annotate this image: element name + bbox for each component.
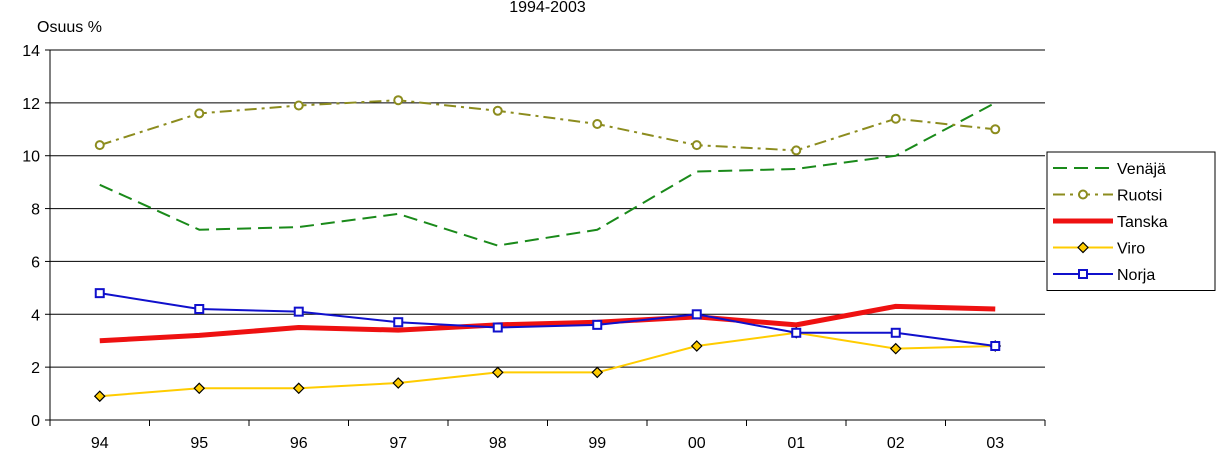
data-point-square: [990, 341, 1001, 351]
x-tick-label: 96: [290, 435, 308, 452]
data-point-circle: [1078, 189, 1088, 200]
legend-label-ruotsi: Ruotsi: [1117, 188, 1162, 205]
series-line-ruotsi: [99, 99, 996, 152]
data-point-square: [194, 304, 205, 314]
y-tick-label: 10: [22, 149, 40, 166]
data-point-square: [293, 306, 304, 317]
data-point-diamond: [93, 390, 106, 403]
y-tick-label: 14: [22, 43, 40, 60]
y-tick-label: 12: [22, 96, 40, 113]
legend: Venäjä Ruotsi Tanska Viro Norja: [1046, 151, 1216, 291]
data-point-diamond: [491, 366, 504, 379]
data-point-square: [393, 317, 404, 328]
data-point-square: [1078, 269, 1088, 279]
y-tick-label: 6: [31, 254, 40, 271]
data-point-circle: [393, 95, 404, 106]
series-line-tanska: [99, 303, 996, 344]
data-point-diamond: [591, 366, 604, 379]
y-tick-label: 0: [31, 413, 40, 430]
data-point-circle: [890, 113, 901, 124]
y-axis-label: Osuus %: [37, 19, 102, 36]
data-point-diamond: [392, 377, 405, 389]
data-point-circle: [990, 124, 1001, 135]
data-point-diamond: [193, 382, 206, 395]
data-point-circle: [293, 100, 304, 111]
y-tick-label: 4: [31, 307, 40, 324]
legend-label-viro: Viro: [1117, 241, 1145, 258]
data-point-circle: [691, 140, 702, 151]
data-point-square: [890, 327, 901, 338]
series-line-viro: [99, 331, 996, 398]
x-tick-label: 03: [986, 435, 1004, 452]
data-point-circle: [194, 108, 205, 119]
data-point-circle: [791, 145, 802, 156]
data-point-square: [691, 309, 702, 320]
data-point-circle: [592, 119, 603, 129]
data-point-diamond: [1077, 241, 1089, 254]
legend-label-venäjä: Venäjä: [1117, 161, 1166, 178]
data-point-diamond: [889, 342, 902, 355]
legend-label-tanska: Tanska: [1117, 214, 1168, 231]
data-point-diamond: [292, 382, 305, 395]
data-point-square: [492, 322, 503, 333]
x-tick-label: 99: [588, 435, 606, 452]
chart-title: 1994-2003: [509, 0, 586, 16]
x-tick-label: 94: [91, 435, 109, 452]
x-tick-label: 95: [190, 435, 208, 452]
x-tick-label: 00: [688, 435, 706, 452]
data-point-square: [592, 319, 603, 330]
x-tick-label: 01: [787, 435, 805, 452]
series-line-venäjä: [99, 101, 996, 247]
y-tick-label: 8: [31, 202, 40, 219]
y-tick-label: 2: [31, 360, 40, 377]
data-point-circle: [492, 105, 503, 116]
series-line-norja: [99, 292, 996, 347]
data-point-square: [94, 288, 105, 299]
data-point-circle: [94, 140, 105, 151]
data-point-square: [791, 327, 802, 338]
data-point-diamond: [690, 340, 703, 352]
x-tick-label: 97: [389, 435, 407, 452]
x-tick-label: 98: [489, 435, 507, 452]
legend-label-norja: Norja: [1117, 267, 1155, 284]
x-tick-label: 02: [887, 435, 905, 452]
